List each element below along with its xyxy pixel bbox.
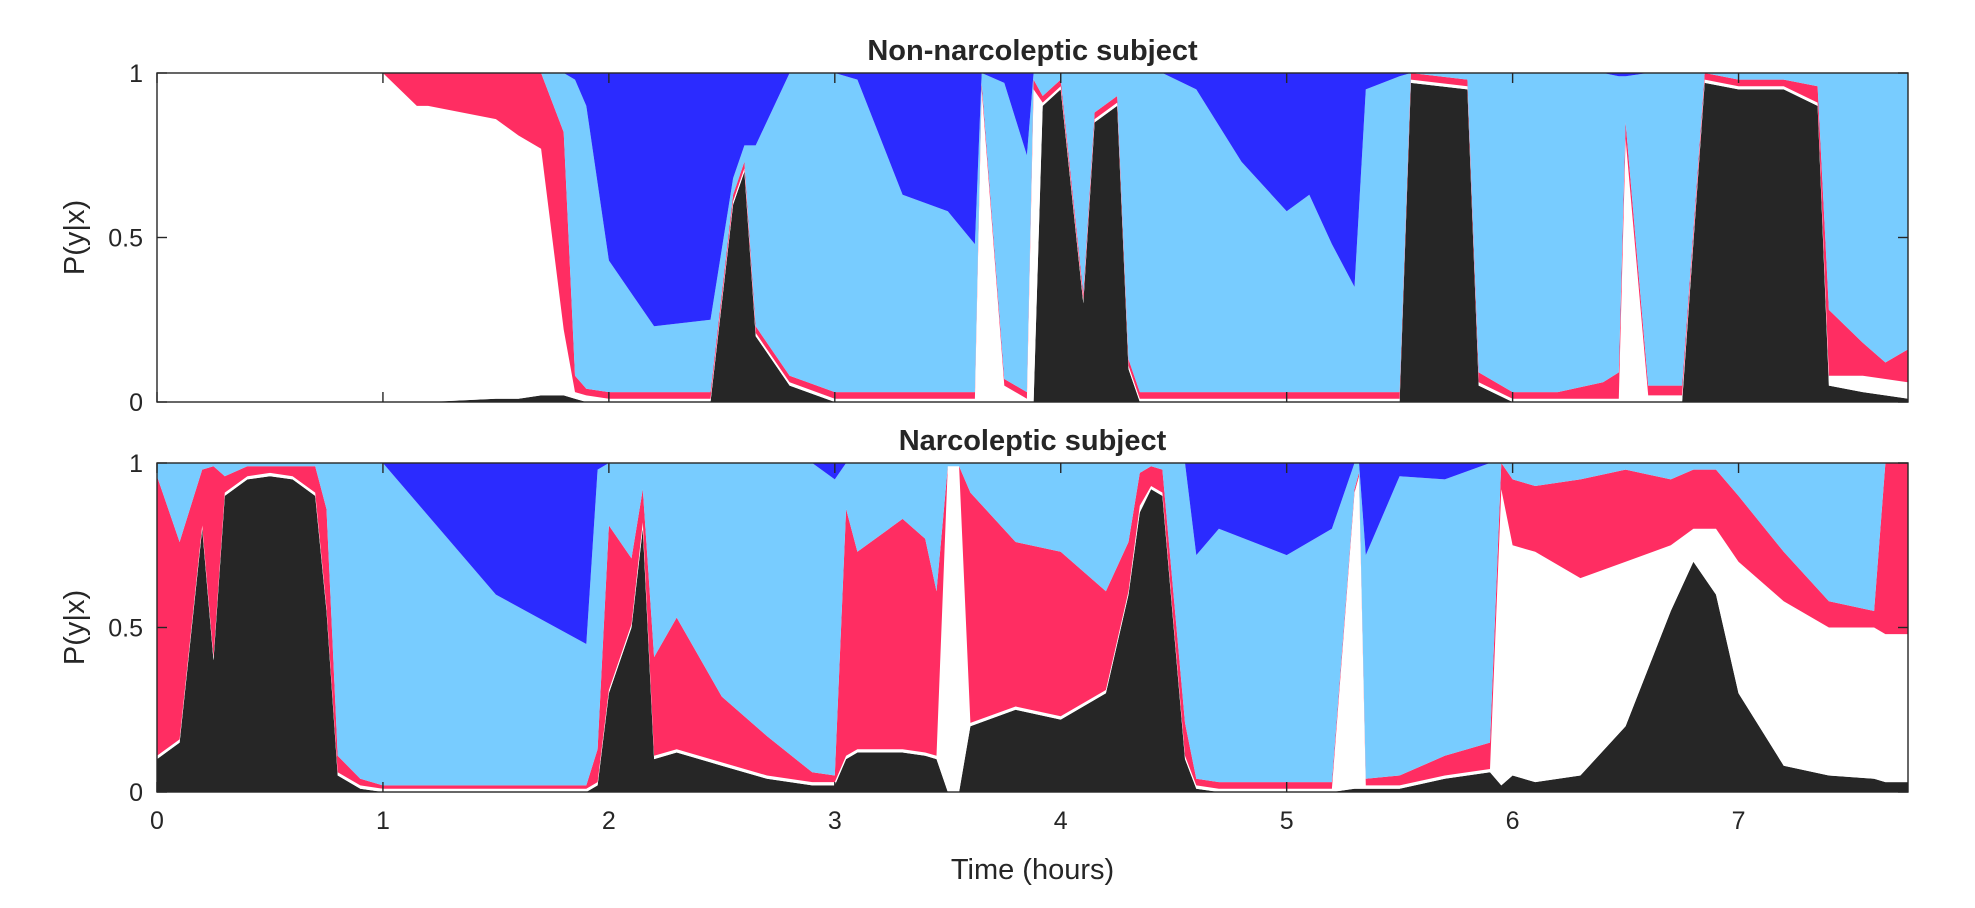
area-n3-layer [157, 73, 1908, 393]
panel-title: Non-narcoleptic subject [867, 35, 1198, 67]
panel-non-narcoleptic: 0 0.5 1 Non-narcoleptic subject P(y|x) [59, 35, 1909, 417]
panel-title: Narcoleptic subject [899, 425, 1167, 457]
x-axis-label: Time (hours) [951, 854, 1114, 886]
y-tick-label: 0 [129, 389, 143, 417]
y-tick-label: 0 [129, 779, 143, 807]
panel-narcoleptic: 0 1 2 3 4 5 6 7 0 0.5 1 Narcoleptic subject P(y|x) Ti… [59, 425, 1909, 886]
x-tick-label: 0 [150, 807, 164, 835]
y-tick-label: 0.5 [108, 615, 143, 643]
area-wake-layer [157, 82, 1908, 403]
area-n2-layer [157, 463, 1908, 789]
x-tick-label: 7 [1732, 807, 1746, 835]
area-wake-layer [157, 476, 1908, 792]
area-n1-layer [157, 466, 1908, 792]
area-n1-layer [157, 73, 1908, 402]
y-axis-label: P(y|x) [59, 590, 91, 665]
area-rem-layer [157, 463, 1908, 644]
y-tick-label: 1 [129, 450, 143, 478]
x-tick-label: 2 [602, 807, 616, 835]
x-tick-label: 4 [1054, 807, 1068, 835]
x-tick-label: 1 [376, 807, 390, 835]
x-tick-label: 6 [1506, 807, 1520, 835]
x-tick-label: 5 [1280, 807, 1294, 835]
area-n2-layer [157, 73, 1908, 399]
y-axis-label: P(y|x) [59, 200, 91, 275]
y-tick-label: 1 [129, 60, 143, 88]
y-tick-label: 0.5 [108, 225, 143, 253]
area-rem-layer [157, 73, 1908, 327]
x-tick-label: 3 [828, 807, 842, 835]
area-n3-layer [157, 463, 1908, 786]
